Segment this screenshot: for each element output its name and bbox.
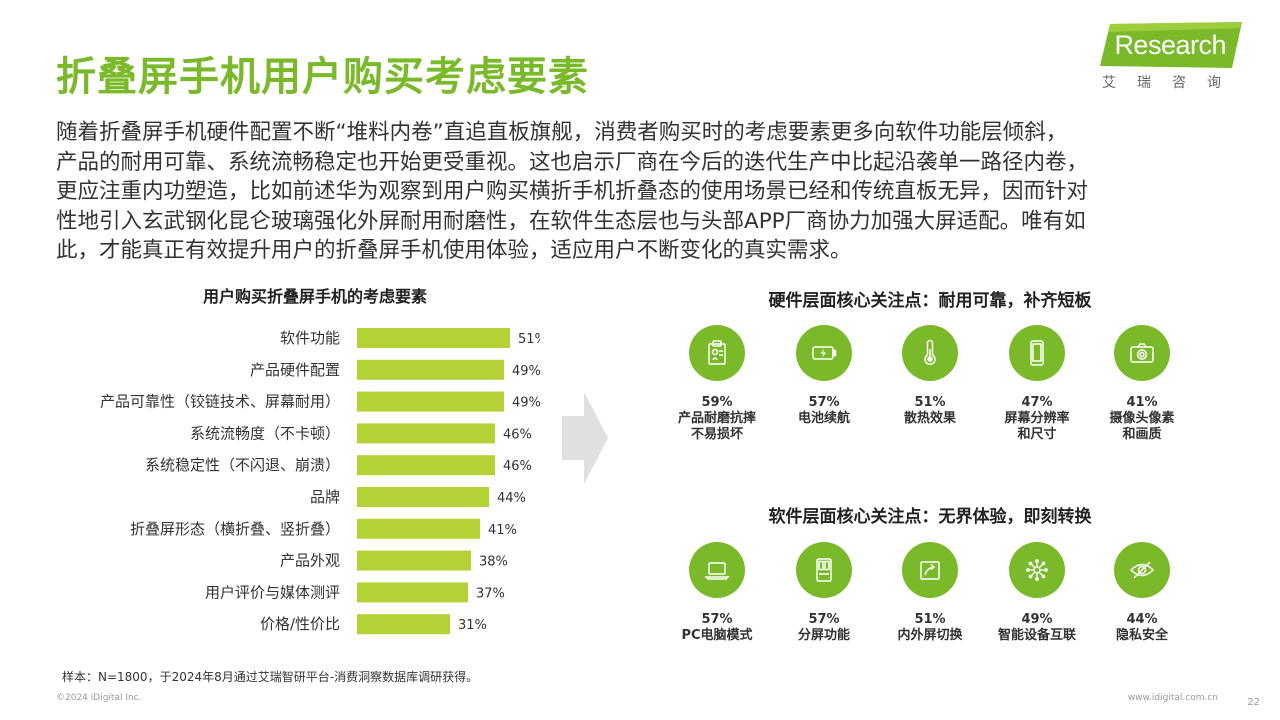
category-label: 产品外观 (280, 552, 340, 570)
data-label: 31% (458, 618, 487, 633)
category-label: 软件功能 (280, 329, 340, 347)
logo-cn-name: 艾瑞咨询 (1102, 75, 1242, 91)
laptop-icon (689, 542, 745, 598)
arrow-right-icon (562, 392, 608, 484)
data-label: 46% (503, 459, 532, 474)
factor-percent: 57% (701, 612, 733, 627)
software-factor-pc-mode: 57% PC电脑模式 (662, 542, 772, 644)
phone-icon (1009, 325, 1065, 381)
intro-line: 性地引入玄武钢化昆仑玻璃强化外屏耐用耐磨性，在软件生态层也与头部APP厂商协力加… (56, 208, 1086, 234)
factor-percent: 47% (1021, 395, 1053, 410)
logo-shape (1100, 22, 1242, 68)
bar (357, 582, 468, 603)
page-title: 折叠屏手机用户购买考虑要素 (56, 54, 589, 100)
page-number: 22 (1247, 697, 1260, 708)
category-label: 折叠屏形态（横折叠、竖折叠） (130, 520, 340, 538)
bar (357, 518, 480, 539)
iresearch-logo: iResearch 艾瑞咨询 (1092, 22, 1242, 96)
data-label: 44% (497, 491, 526, 506)
factor-label: 电池续航 (797, 411, 850, 426)
category-label: 价格/性价比 (260, 615, 340, 633)
category-label: 产品可靠性（铰链技术、屏幕耐用） (100, 393, 340, 411)
category-label: 用户评价与媒体测评 (205, 583, 340, 601)
sample-note: 样本：N=1800，于2024年8月通过艾瑞智研平台-消费洞察数据库调研获得。 (62, 670, 479, 684)
bar (357, 391, 504, 412)
data-label: 37% (476, 586, 505, 601)
category-label: 产品硬件配置 (250, 361, 340, 379)
factor-label: 内外屏切换 (897, 628, 963, 643)
camera-icon (1114, 325, 1170, 381)
category-label: 系统稳定性（不闪退、崩溃） (145, 456, 340, 474)
factor-label: 摄像头像素 和画质 (1109, 411, 1175, 442)
factor-percent: 51% (914, 612, 946, 627)
software-factor-privacy: 44% 隐私安全 (1087, 542, 1197, 644)
factor-label: 隐私安全 (1115, 628, 1168, 643)
data-label: 49% (512, 364, 540, 379)
factor-label: 智能设备互联 (997, 628, 1076, 643)
factor-percent: 41% (1126, 395, 1158, 410)
factor-percent: 57% (808, 612, 840, 627)
data-label: 41% (488, 523, 517, 538)
category-label: 品牌 (310, 488, 340, 506)
copyright: ©2024 iDigital Inc. (56, 693, 142, 703)
hardware-factor-battery: 57% 电池续航 (769, 325, 879, 427)
factor-percent: 59% (701, 395, 733, 410)
software-factor-screen-switch: 51% 内外屏切换 (875, 542, 985, 644)
factor-percent: 57% (808, 395, 840, 410)
bar (357, 423, 495, 444)
data-label: 49% (512, 396, 540, 411)
bar (357, 455, 495, 476)
data-label: 51% (518, 332, 540, 347)
bar (357, 359, 504, 380)
factor-percent: 44% (1126, 612, 1158, 627)
intro-line: 更应注重内功塑造，比如前述华为观察到用户购买横折手机折叠态的使用场景已经和传统直… (56, 179, 1089, 204)
factor-label: 散热效果 (903, 411, 956, 426)
category-label: 系统流畅度（不卡顿） (190, 424, 340, 442)
chart-title: 用户购买折叠屏手机的考虑要素 (202, 287, 427, 306)
software-factor-device-interconnect: 49% 智能设备互联 (982, 542, 1092, 644)
intro-line: 随着折叠屏手机硬件配置不断“堆料内卷”直追直板旗舰，消费者购买时的考虑要素更多向… (56, 120, 1068, 145)
factor-label: 屏幕分辨率 和尺寸 (1004, 411, 1070, 442)
intro-line: 此，才能真正有效提升用户的折叠屏手机使用体验，适应用户不断变化的真实需求。 (56, 238, 852, 263)
factor-label: PC电脑模式 (681, 628, 753, 643)
hardware-section-title: 硬件层面核心关注点：耐用可靠，补齐短板 (768, 291, 1092, 311)
bar (357, 550, 471, 571)
bar-chart: 软件功能 51% 产品硬件配置 49% 产品可靠性（铰链技术、屏幕耐用） 49% 系统流畅度… (100, 328, 540, 635)
intro-text: 随着折叠屏手机硬件配置不断“堆料内卷”直追直板旗舰，消费者购买时的考虑要素更多向… (56, 118, 1226, 266)
website-url: www.idigital.com.cn (1127, 693, 1218, 703)
intro-line: 产品的耐用可靠、系统流畅稳定也开始更受重视。这也启示厂商在今后的迭代生产中比起沿… (56, 149, 1089, 175)
data-label: 46% (503, 427, 532, 442)
factor-percent: 49% (1021, 612, 1053, 627)
logo-wordmark: iResearch (1107, 30, 1226, 60)
clipboard-icon (689, 325, 745, 381)
factor-label: 分屏功能 (797, 628, 850, 643)
factor-percent: 51% (914, 395, 946, 410)
software-factor-split-screen: 57% 分屏功能 (769, 542, 879, 644)
thermometer-icon (902, 325, 958, 381)
hardware-factor-durability: 59% 产品耐磨抗摔 不易损坏 (662, 325, 772, 443)
eye-off-icon (1114, 542, 1170, 598)
split-screen-icon (796, 542, 852, 598)
bar (357, 614, 450, 635)
software-section-title: 软件层面核心关注点：无界体验，即刻转换 (768, 507, 1092, 527)
network-icon (1009, 542, 1065, 598)
data-label: 38% (479, 555, 508, 570)
hardware-factor-screen: 47% 屏幕分辨率 和尺寸 (982, 325, 1092, 443)
hardware-factor-cooling: 51% 散热效果 (875, 325, 985, 427)
bar (357, 328, 510, 348)
bar (357, 487, 489, 507)
factor-label: 产品耐磨抗摔 不易损坏 (677, 411, 756, 442)
battery-icon (796, 325, 852, 381)
hardware-factor-camera: 41% 摄像头像素 和画质 (1087, 325, 1197, 443)
screen-switch-icon (902, 542, 958, 598)
